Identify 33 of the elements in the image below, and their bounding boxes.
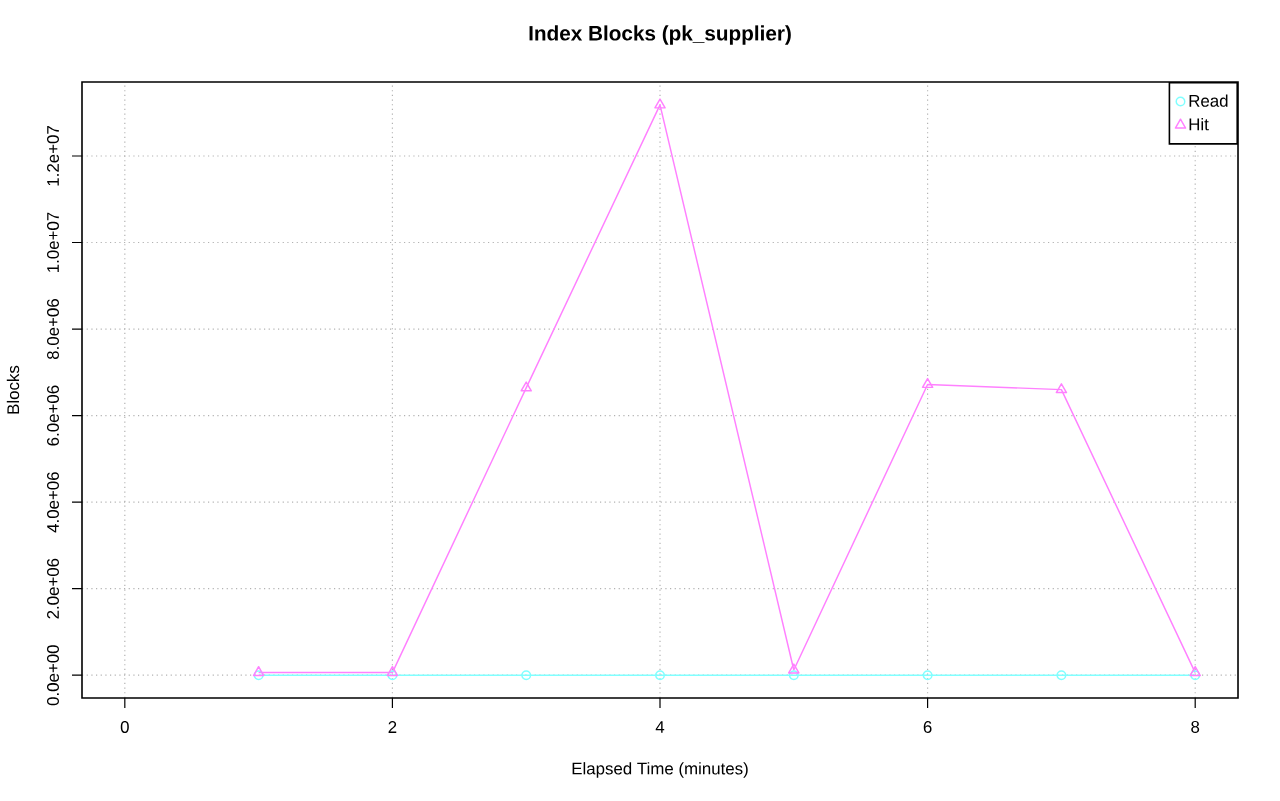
y-tick-label: 1.2e+07 (47, 126, 59, 186)
point (787, 663, 800, 674)
y-tick-label: 4.0e+06 (47, 472, 59, 533)
y-tick-label: 1.0e+07 (47, 212, 59, 272)
y-tick-label: 6.0e+06 (47, 385, 59, 446)
x-axis-title: Elapsed Time (minutes) (572, 762, 748, 778)
point (1189, 665, 1202, 677)
point (922, 670, 933, 681)
legend-label: Hit (1189, 117, 1209, 131)
y-tick-label: 2.0e+06 (47, 558, 59, 619)
x-tick-label: 8 (1191, 721, 1200, 733)
point (1056, 670, 1067, 681)
point (654, 98, 666, 109)
x-tick-label: 2 (388, 721, 397, 733)
chart-title: Index Blocks (pk_supplier) (529, 25, 791, 45)
point (387, 670, 398, 681)
point (520, 381, 533, 392)
x-tick-label: 6 (923, 721, 932, 733)
y-tick-label: 0.0e+00 (47, 645, 59, 706)
x-tick-label: 4 (655, 721, 665, 733)
y-axis-title: Blocks (6, 365, 20, 414)
point (1190, 670, 1201, 681)
x-tick-label: 0 (120, 721, 129, 733)
point (655, 670, 666, 681)
point (386, 665, 399, 677)
y-tick-label: 8.0e+06 (47, 299, 59, 360)
point (521, 670, 532, 681)
point (921, 377, 934, 389)
point (253, 670, 264, 681)
point (1055, 383, 1068, 394)
point (252, 665, 265, 677)
legend-label: Read (1189, 94, 1228, 107)
point (788, 670, 799, 681)
